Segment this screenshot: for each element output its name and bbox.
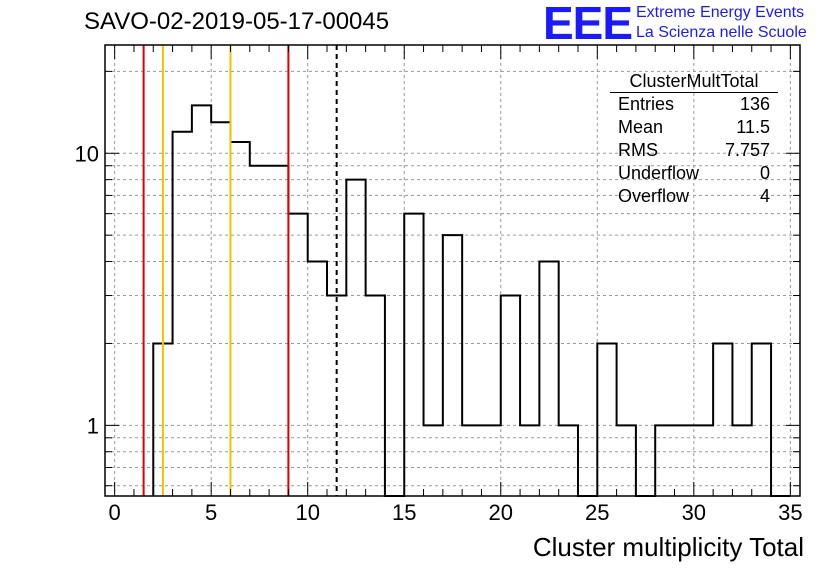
- histogram-bin: [404, 214, 423, 496]
- histogram-bin: [501, 296, 520, 496]
- stats-label: Underflow: [618, 163, 700, 183]
- stats-value: 7.757: [724, 140, 770, 160]
- histogram-bin: [269, 166, 288, 496]
- x-tick-label: 0: [109, 500, 121, 525]
- histogram-bin: [192, 105, 211, 496]
- eee-logo: EEE: [543, 0, 633, 49]
- histogram-bin: [675, 425, 694, 496]
- histogram-bin: [462, 425, 481, 496]
- histogram-bin: [366, 296, 385, 496]
- stats-label: RMS: [618, 140, 658, 160]
- histogram-bin: [752, 343, 771, 496]
- stats-title: ClusterMultTotal: [610, 70, 778, 93]
- histogram-bin: [655, 425, 674, 496]
- histogram-bin: [539, 262, 558, 496]
- histogram-bin: [250, 166, 269, 496]
- stats-row-overflow: Overflow 4: [610, 185, 778, 208]
- x-tick-label: 25: [585, 500, 609, 525]
- x-tick-label: 15: [392, 500, 416, 525]
- histogram-bin: [694, 425, 713, 496]
- x-tick-label: 20: [489, 500, 513, 525]
- stats-row-entries: Entries 136: [610, 93, 778, 116]
- x-tick-label: 35: [778, 500, 802, 525]
- stats-label: Overflow: [618, 186, 690, 206]
- stats-value: 0: [759, 163, 770, 183]
- histogram-bin: [211, 122, 230, 496]
- histogram-bin: [424, 425, 443, 496]
- histogram-bin: [346, 180, 365, 496]
- y-tick-label: 10: [75, 141, 99, 166]
- histogram-bin: [520, 425, 539, 496]
- stats-label: Mean: [618, 117, 664, 137]
- histogram-bin: [559, 425, 578, 496]
- stats-value: 4: [759, 186, 770, 206]
- stats-row-underflow: Underflow 0: [610, 162, 778, 185]
- histogram-bin: [288, 214, 307, 496]
- stats-row-rms: RMS 7.757: [610, 139, 778, 162]
- stats-box: ClusterMultTotal Entries 136 Mean 11.5 R…: [610, 70, 778, 208]
- histogram-bin: [617, 425, 636, 496]
- histogram-bin: [597, 343, 616, 496]
- y-tick-label: 1: [87, 413, 99, 438]
- x-axis-label: Cluster multiplicity Total: [532, 532, 804, 562]
- histogram-bin: [230, 142, 249, 496]
- histogram-bin: [173, 132, 192, 496]
- stats-value: 136: [739, 94, 770, 114]
- stats-row-mean: Mean 11.5: [610, 116, 778, 139]
- logo-line-1: Extreme Energy Events: [636, 4, 805, 21]
- plot-frame: [104, 44, 801, 497]
- stats-value: 11.5: [736, 117, 770, 137]
- x-tick-label: 5: [205, 500, 217, 525]
- stats-label: Entries: [618, 94, 675, 114]
- x-tick-label: 30: [682, 500, 706, 525]
- chart-title: SAVO-02-2019-05-17-00045: [84, 8, 390, 35]
- histogram-bin: [443, 235, 462, 496]
- logo-line-2: La Scienza nelle Scuole: [636, 24, 807, 41]
- histogram-bin: [732, 425, 751, 496]
- histogram-bin: [308, 262, 327, 496]
- histogram-outline: [152, 104, 791, 497]
- x-tick-label: 10: [295, 500, 319, 525]
- histogram-bin: [713, 343, 732, 496]
- histogram-bin: [481, 425, 500, 496]
